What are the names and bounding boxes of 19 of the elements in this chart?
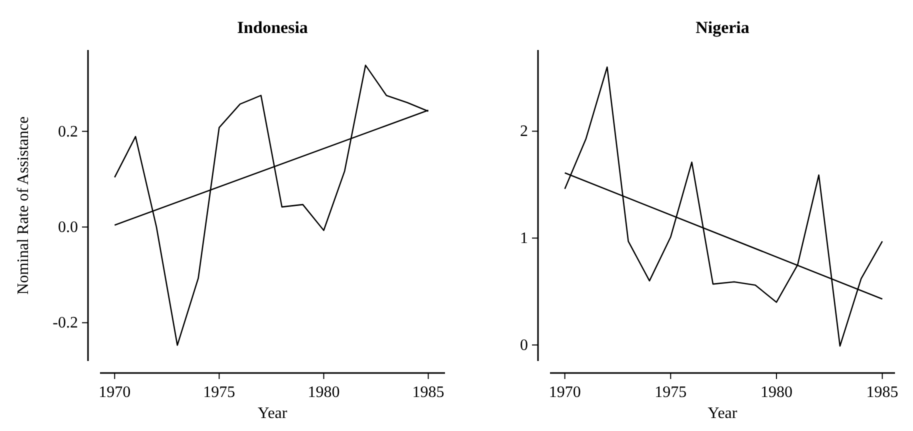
x-tick-label: 1975	[203, 384, 236, 401]
y-axis-title: Nominal Rate of Assistance	[15, 116, 32, 295]
x-tick-label: 1980	[760, 384, 792, 401]
y-tick-label: 0.2	[58, 123, 78, 140]
y-tick-label: 0.0	[58, 219, 78, 236]
chart-title: Nigeria	[696, 18, 750, 37]
x-axis-title: Year	[258, 405, 288, 422]
x-tick-label: 1970	[548, 384, 581, 401]
y-tick-label: 0	[520, 336, 528, 354]
x-tick-label: 1985	[412, 384, 444, 401]
x-tick-label: 1975	[654, 384, 687, 401]
x-tick-label: 1985	[866, 384, 898, 401]
x-tick-label: 1980	[308, 384, 340, 401]
x-tick-label: 1970	[98, 384, 131, 401]
y-tick-label: 2	[520, 123, 528, 140]
y-tick-label: -0.2	[52, 314, 78, 332]
x-axis-title: Year	[708, 405, 738, 422]
chart-title: Indonesia	[237, 18, 308, 37]
y-tick-label: 1	[520, 230, 528, 248]
